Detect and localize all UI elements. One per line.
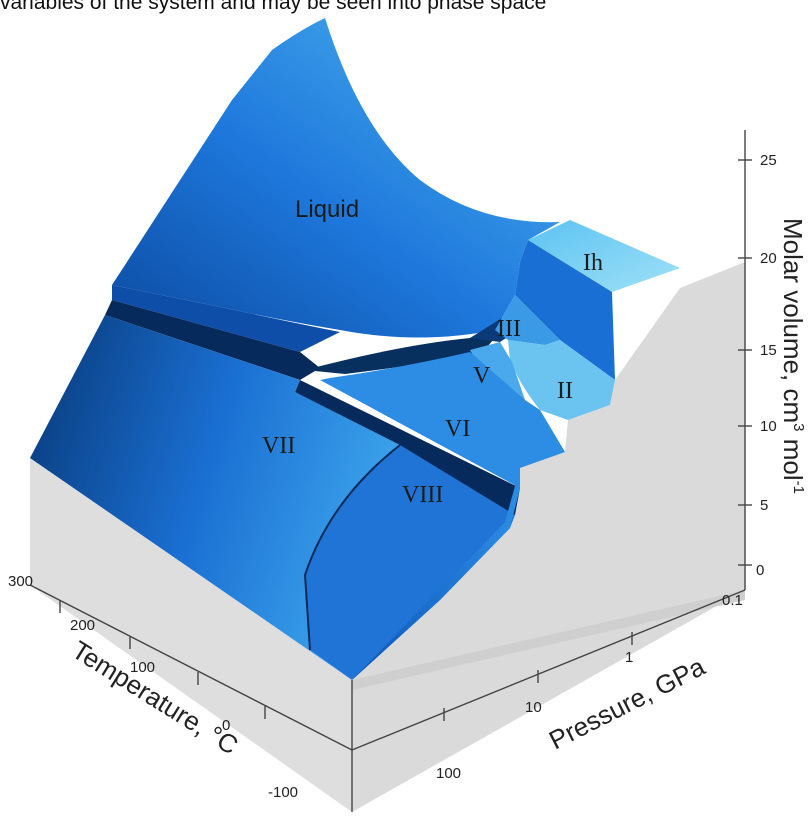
pressure-axis-ticks [443, 632, 633, 721]
vi-vii-gap [295, 380, 520, 515]
pressure-tick-1: 1 [625, 649, 633, 666]
temperature-tick-100: 100 [130, 659, 155, 676]
temperature-tick-200: 200 [70, 617, 95, 634]
phase-label-viii: VIII [402, 482, 443, 508]
phase-label-liquid: Liquid [295, 196, 359, 223]
left-wall [30, 458, 352, 812]
phase-ii-region [508, 340, 615, 420]
caption-text: variables of the system and may be seen … [0, 0, 547, 14]
phase-label-v: V [473, 363, 491, 389]
pressure-tick-10: 10 [525, 699, 542, 716]
volume-tick-25: 25 [760, 152, 777, 169]
liquid-lower-shelf [112, 285, 340, 352]
volume-axis-title: Molar volume, cm3 mol-1 [778, 218, 808, 494]
volume-axis-ticks [738, 159, 752, 566]
temperature-tick-0: 0 [222, 717, 230, 734]
volume-tick-20: 20 [760, 250, 777, 267]
axes-frame [29, 130, 746, 812]
pressure-tick-0-1: 0.1 [722, 592, 743, 609]
right-wall [352, 262, 745, 812]
liquid-vi-gap [305, 332, 500, 374]
phase-ih-top [528, 220, 680, 292]
phase-iii-region [495, 295, 560, 345]
phase-label-vi: VI [445, 416, 470, 442]
liquid-vii-gap [105, 300, 320, 380]
temperature-tick-minus100: -100 [268, 784, 298, 801]
volume-tick-15: 15 [760, 342, 777, 359]
phase-v-region [470, 342, 525, 400]
volume-tick-0: 0 [756, 562, 764, 579]
phase-label-ih: Ih [583, 250, 603, 276]
vii-viii-boundary [303, 444, 401, 651]
temperature-tick-300: 300 [8, 573, 33, 590]
phase-ih-front [515, 240, 615, 380]
phase-label-vii: VII [262, 433, 295, 459]
phase-label-iii: III [497, 316, 521, 342]
phase-vii-region [30, 315, 400, 680]
volume-tick-10: 10 [760, 418, 777, 435]
phase-label-ii: II [557, 378, 573, 404]
liquid-surface [112, 18, 560, 338]
pressure-tick-100: 100 [436, 765, 461, 782]
temperature-axis-ticks [59, 600, 266, 719]
volume-tick-5: 5 [760, 497, 768, 514]
phase-viii-region [305, 445, 515, 680]
floor-edge [352, 590, 745, 690]
phase-vi-region [320, 352, 565, 488]
